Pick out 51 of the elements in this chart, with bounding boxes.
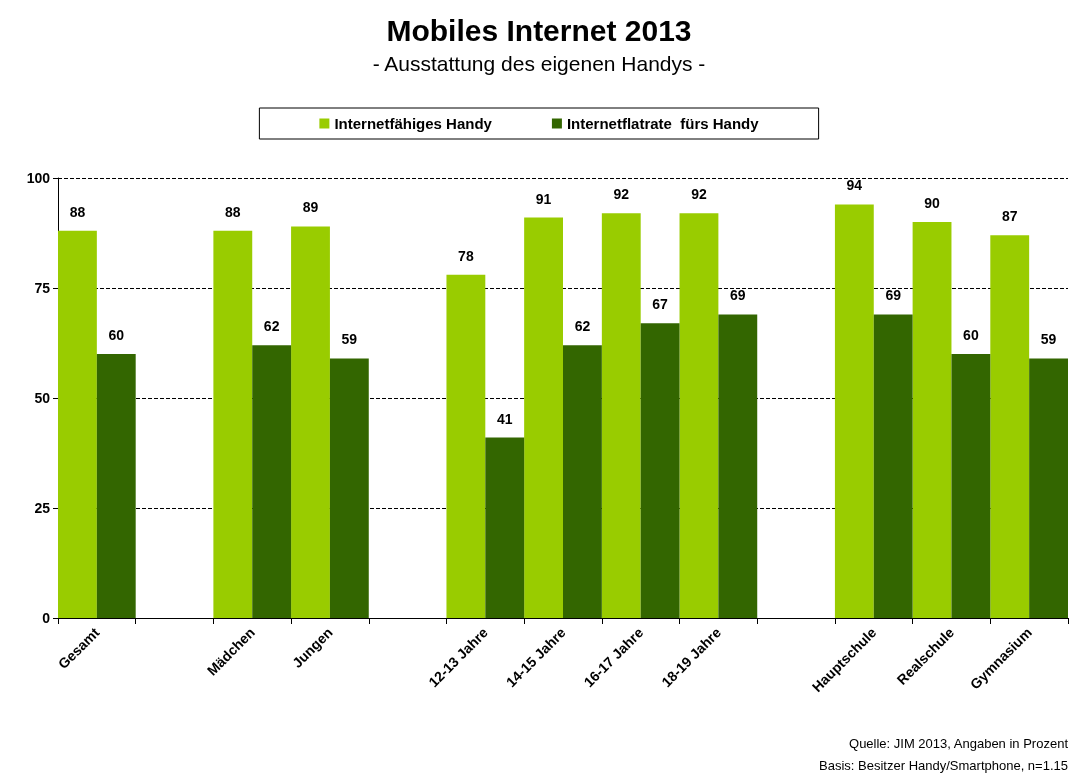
- bar: [679, 213, 719, 618]
- data-label: 78: [458, 247, 474, 264]
- bar: [912, 222, 952, 618]
- data-label: 67: [652, 296, 669, 313]
- data-label: 92: [613, 186, 630, 203]
- bar: [446, 274, 486, 618]
- legend-label: Internetflatrate fürs Handy: [566, 115, 760, 132]
- bar: [563, 345, 602, 618]
- data-label: 60: [108, 327, 125, 343]
- bar: [640, 323, 680, 618]
- bar: [990, 235, 1030, 618]
- bar: [951, 354, 991, 618]
- data-label: 41: [496, 410, 513, 427]
- data-label: 92: [691, 186, 707, 203]
- chart-title: Mobiles Internet 2013: [386, 13, 692, 47]
- bar: [485, 437, 525, 618]
- source-note: Quelle: JIM 2013, Angaben in Prozent: [849, 736, 1069, 751]
- legend-label: Internetfähiges Handy: [334, 115, 493, 132]
- data-label: 69: [885, 287, 902, 304]
- chart-subtitle: - Ausstattung des eigenen Handys -: [372, 52, 706, 75]
- bar: [252, 345, 292, 618]
- bar: [718, 314, 758, 618]
- data-label: 91: [535, 190, 552, 207]
- y-tick-label: 100: [26, 170, 51, 186]
- y-tick-label: 0: [42, 610, 51, 626]
- data-label: 90: [924, 195, 941, 211]
- bar: [1029, 358, 1068, 618]
- data-label: 62: [263, 318, 280, 335]
- bar: [291, 226, 330, 618]
- data-label: 59: [1040, 331, 1057, 348]
- data-label: 87: [1001, 208, 1018, 225]
- data-label: 88: [69, 203, 86, 220]
- bar: [96, 354, 136, 618]
- bar: [834, 204, 874, 618]
- data-label: 60: [963, 327, 979, 343]
- y-tick-label: 50: [34, 390, 51, 406]
- bar: [601, 213, 641, 618]
- y-tick-label: 75: [34, 280, 51, 296]
- bar: [329, 358, 369, 618]
- data-label: 94: [846, 177, 863, 194]
- data-label: 88: [225, 203, 241, 220]
- data-label: 62: [574, 318, 591, 335]
- data-label: 59: [341, 331, 358, 348]
- text: Basis: Besitzer Handy/Smartphone, n=1.15: [819, 758, 1068, 773]
- y-tick-label: 25: [34, 500, 51, 516]
- bar: [213, 230, 253, 618]
- bar: [524, 217, 563, 618]
- data-label: 89: [302, 199, 319, 216]
- data-label: 69: [730, 287, 746, 304]
- bar: [873, 314, 913, 618]
- bar: [58, 230, 97, 618]
